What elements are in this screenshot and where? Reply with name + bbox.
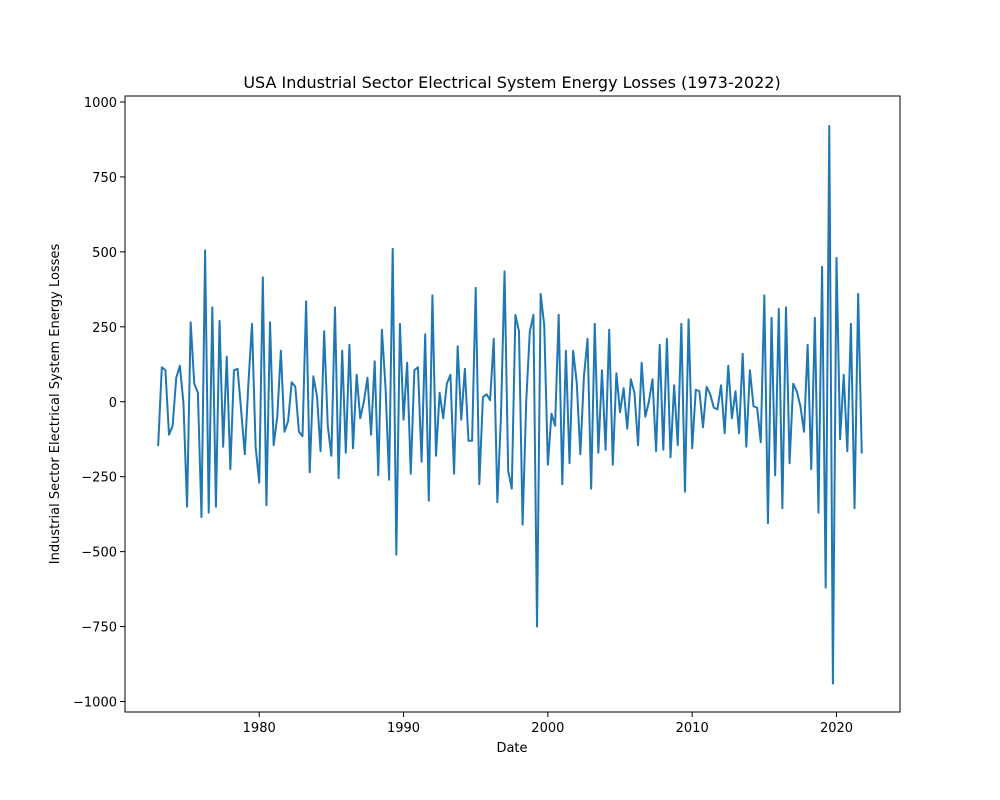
y-tick-label: 0 xyxy=(109,396,117,411)
y-tick-label: −1000 xyxy=(73,696,117,711)
y-tick-label: 500 xyxy=(92,246,117,261)
series-line xyxy=(157,124,863,685)
x-tick-label: 2010 xyxy=(676,721,709,736)
x-tick-label: 1980 xyxy=(243,721,276,736)
y-tick-label: 750 xyxy=(92,171,117,186)
plot-frame xyxy=(124,95,901,713)
y-tick-label: −250 xyxy=(81,471,117,486)
y-tick-label: 1000 xyxy=(84,96,117,111)
x-tick-label: 2000 xyxy=(531,721,564,736)
x-tick-label: 2020 xyxy=(820,721,853,736)
y-axis-label: Industrial Sector Electrical System Ener… xyxy=(48,244,63,565)
y-tick-label: 250 xyxy=(92,321,117,336)
axis-ticks: 1980 1990 2000 2010 2020 −1000 −750 −500 −250 0 25… xyxy=(73,96,853,736)
x-tick-label: 1990 xyxy=(387,721,420,736)
x-axis-label: Date xyxy=(496,741,527,756)
chart-title: USA Industrial Sector Electrical System … xyxy=(243,73,780,92)
y-tick-label: −750 xyxy=(81,621,117,636)
y-tick-label: −500 xyxy=(81,546,117,561)
